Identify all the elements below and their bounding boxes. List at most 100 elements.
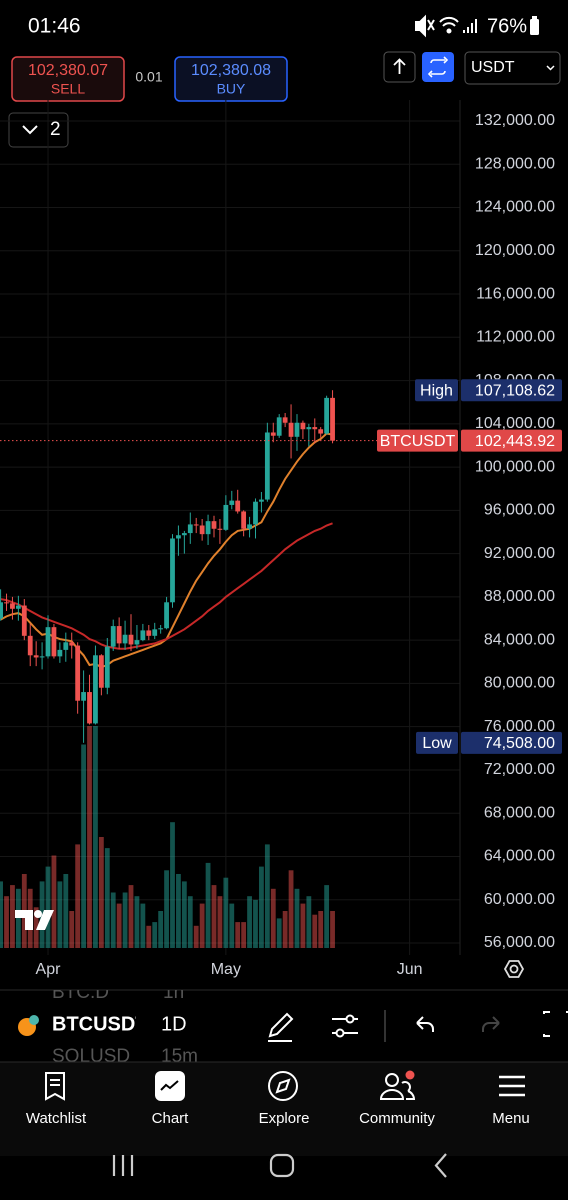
- volume-bar: [318, 911, 324, 948]
- y-tick-label: 92,000.00: [484, 545, 555, 562]
- candle-body: [229, 500, 235, 505]
- y-tick-label: 64,000.00: [484, 848, 555, 865]
- volume-bar: [69, 911, 75, 948]
- candle-body: [253, 501, 258, 525]
- volume-bar: [205, 862, 211, 948]
- candle-body: [4, 602, 9, 604]
- candle-body: [158, 628, 164, 630]
- nav-label[interactable]: Watchlist: [26, 1110, 87, 1127]
- volume-bar: [81, 744, 86, 948]
- volume-bar: [122, 892, 128, 948]
- candle-body: [15, 605, 21, 609]
- volume-bar: [170, 822, 175, 948]
- y-tick-label: 120,000.00: [475, 242, 555, 259]
- symbol[interactable]: BTCUSDT: [52, 1013, 148, 1035]
- candle-body: [98, 655, 104, 688]
- indicator-count: 2: [50, 119, 61, 140]
- volume-bar: [264, 844, 270, 948]
- volume-bar: [98, 837, 104, 948]
- tag-value: 74,508.00: [484, 735, 555, 752]
- chart: 56,000.00 60,000.00 64,000.00 68,000.00 72,0…: [0, 100, 562, 978]
- volume-bar: [87, 726, 92, 948]
- next-symbol: SOLUSD: [52, 1046, 130, 1067]
- tag-value-bg: [461, 429, 562, 452]
- y-tick-label: 88,000.00: [484, 588, 555, 605]
- volume-bar: [187, 896, 193, 948]
- x-tick-label: Apr: [36, 961, 62, 978]
- candle-body: [181, 533, 187, 536]
- volume-bar: [199, 903, 205, 948]
- sell-button[interactable]: [11, 56, 125, 102]
- buy-button[interactable]: [174, 56, 288, 102]
- volume-bar: [259, 866, 264, 948]
- tag-name: BTCUSDT: [380, 433, 456, 450]
- volume-bar: [33, 907, 39, 948]
- tether-icon: [29, 1015, 39, 1025]
- next-interval: 15m: [161, 1046, 198, 1067]
- nav-label[interactable]: Explore: [259, 1110, 310, 1127]
- nav-label[interactable]: Chart: [152, 1110, 190, 1127]
- candle-body: [211, 521, 217, 529]
- volume-bar: [330, 911, 335, 948]
- candle-body: [134, 640, 140, 645]
- system-nav[interactable]: [112, 1153, 447, 1178]
- notification-dot: [405, 1070, 415, 1080]
- currency-select[interactable]: [464, 51, 561, 85]
- candle-body: [223, 504, 229, 530]
- auto-scale-button[interactable]: [422, 52, 454, 82]
- tag-value: 102,443.92: [475, 433, 555, 450]
- volume-bar: [93, 726, 98, 948]
- volume-bar: [282, 911, 288, 948]
- buy-price: 102,380.08: [191, 62, 271, 79]
- candle-body: [122, 634, 128, 644]
- nav-bar: [0, 1062, 568, 1156]
- moving-average: [0, 522, 333, 650]
- tag-name-bg: [416, 731, 458, 754]
- volume-bar: [152, 922, 158, 948]
- candle-body: [69, 642, 75, 646]
- candle-body: [0, 602, 3, 619]
- nav-label[interactable]: Menu: [492, 1110, 530, 1127]
- candle-body: [282, 417, 288, 423]
- y-tick-label: 96,000.00: [484, 502, 555, 519]
- candle-body: [241, 511, 247, 529]
- prev-interval: 1h: [163, 982, 184, 1003]
- sync-icon: [427, 56, 449, 78]
- volume-bar: [306, 896, 312, 948]
- indicators-toggle[interactable]: [8, 112, 69, 148]
- candle-body: [330, 397, 335, 441]
- volume-bar: [39, 881, 45, 948]
- volume-bar: [223, 877, 229, 948]
- candle-body: [235, 500, 241, 512]
- y-tick-label: 112,000.00: [476, 329, 555, 346]
- candle-body: [306, 427, 312, 430]
- candle-body: [300, 422, 306, 430]
- tag-name-bg: [377, 429, 458, 452]
- candle-body: [21, 605, 27, 636]
- volume-bar: [116, 903, 122, 948]
- y-tick-label: 80,000.00: [484, 675, 555, 692]
- volume-bar: [181, 881, 187, 948]
- candle-body: [276, 417, 282, 436]
- y-tick-label: 84,000.00: [484, 631, 555, 648]
- candle-body: [75, 645, 81, 701]
- tag-name: High: [420, 382, 453, 399]
- battery-level: 76%: [487, 15, 527, 37]
- interval[interactable]: 1D: [161, 1013, 187, 1035]
- candle-body: [199, 525, 205, 535]
- sell-label: SELL: [51, 81, 85, 97]
- volume-bar: [146, 925, 152, 948]
- volume-bar: [217, 896, 223, 948]
- y-tick-label: 132,000.00: [475, 112, 555, 129]
- volume-bar: [134, 896, 140, 948]
- sell-price: 102,380.07: [28, 62, 108, 79]
- candle-body: [288, 422, 294, 437]
- candle-body: [63, 642, 69, 650]
- settings-icon[interactable]: [503, 960, 525, 978]
- volume-bar: [75, 844, 81, 948]
- nav-label[interactable]: Community: [359, 1110, 435, 1127]
- candle-body: [128, 634, 134, 645]
- prev-symbol: BTC.D: [52, 982, 109, 1003]
